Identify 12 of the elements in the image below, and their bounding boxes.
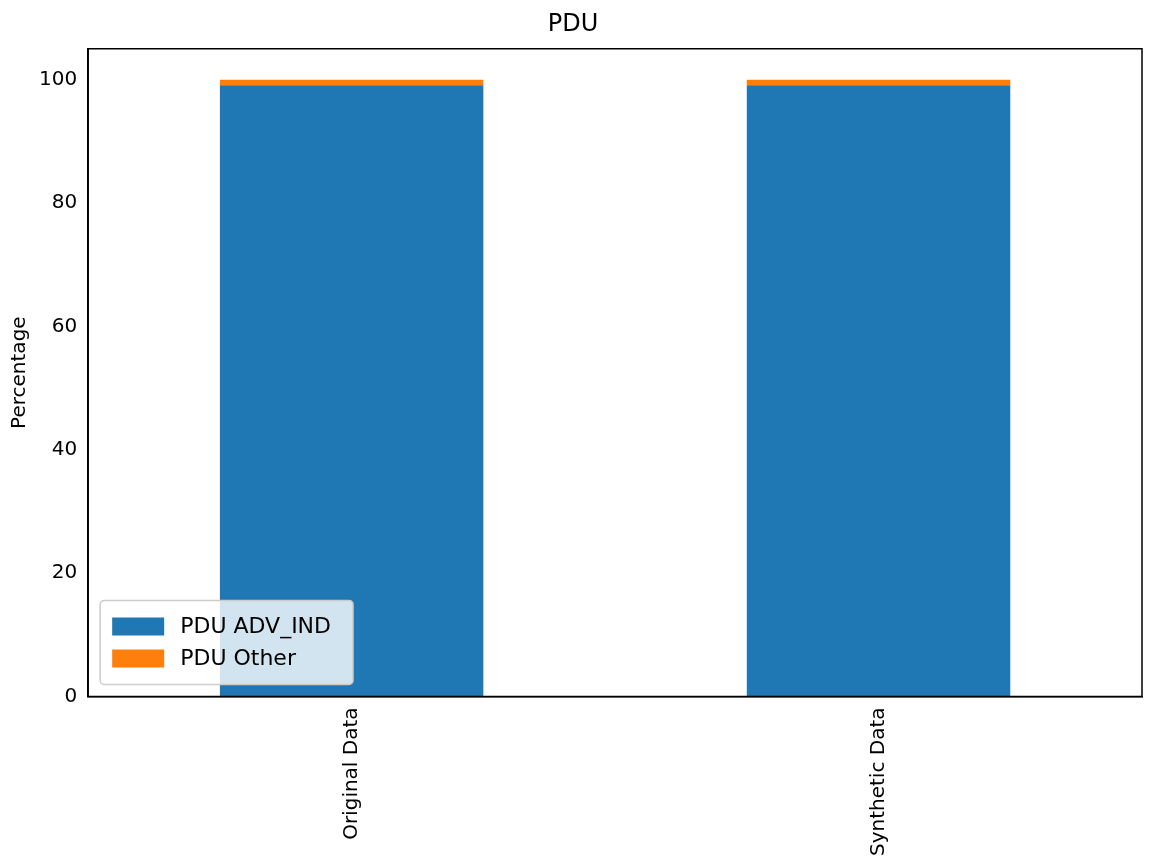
y-tick-label: 100 <box>38 65 78 90</box>
y-tick-label: 60 <box>51 312 78 337</box>
legend-label: PDU Other <box>180 645 297 671</box>
x-tick-label: Original Data <box>337 707 362 840</box>
x-tick-label: Synthetic Data <box>864 707 889 857</box>
chart-title: PDU <box>547 8 599 37</box>
y-tick-label: 0 <box>64 682 78 707</box>
legend-label: PDU ADV_IND <box>180 613 332 640</box>
y-tick-label: 20 <box>51 559 78 584</box>
y-axis-title: Percentage <box>6 316 31 429</box>
y-tick-label: 80 <box>51 189 78 214</box>
y-tick-label: 40 <box>51 435 78 460</box>
